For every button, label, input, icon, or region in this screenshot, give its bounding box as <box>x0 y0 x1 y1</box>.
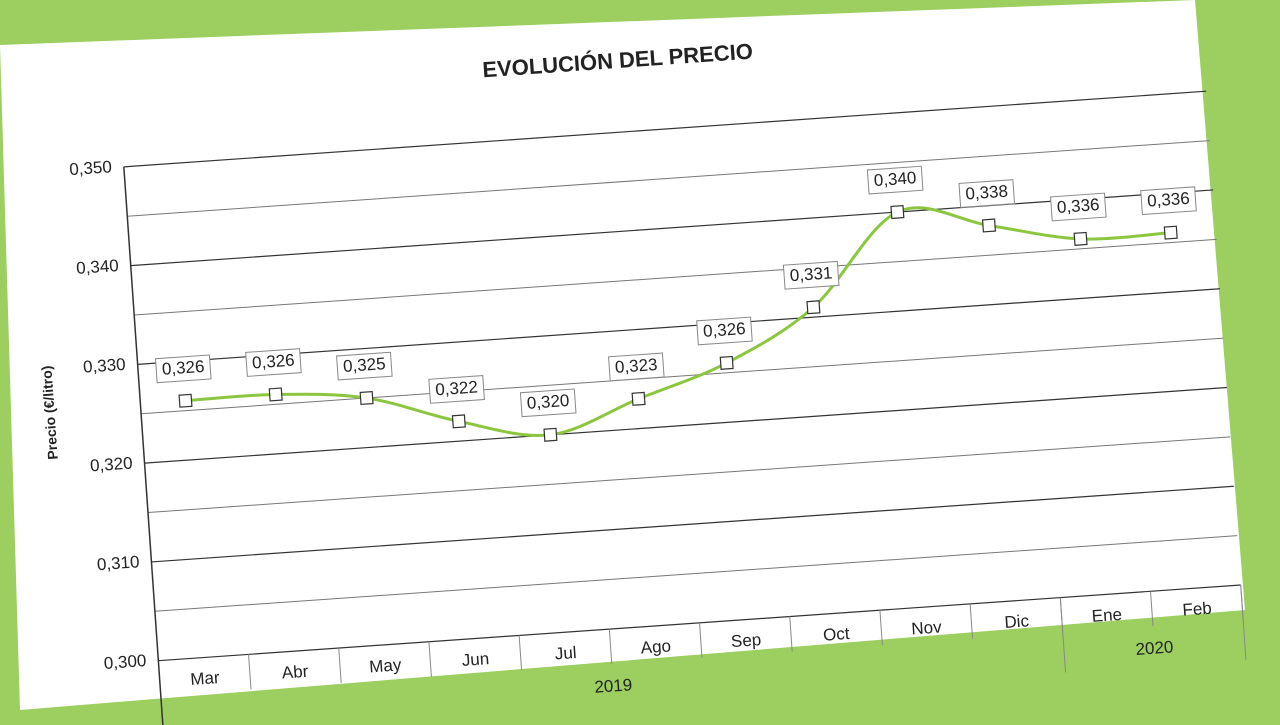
x-tick-label: Sep <box>730 630 762 651</box>
x-tick-label: May <box>369 655 403 676</box>
y-axis <box>123 166 165 725</box>
x-separator <box>789 616 793 652</box>
x-tick-label: Abr <box>281 662 309 683</box>
marker <box>1163 225 1178 240</box>
marker <box>178 393 193 408</box>
grid-line <box>123 90 1207 168</box>
minor-grid-line <box>141 337 1224 415</box>
y-tick-label: 0,330 <box>82 355 126 377</box>
x-separator <box>338 648 342 684</box>
marker <box>631 391 646 406</box>
value-label: 0,336 <box>1147 189 1191 211</box>
marker <box>806 300 821 315</box>
value-label: 0,322 <box>435 377 479 399</box>
value-label-box <box>866 165 924 195</box>
x-separator <box>248 654 252 690</box>
x-separator <box>1150 591 1154 627</box>
value-label: 0,340 <box>873 168 917 190</box>
group-separator <box>1059 597 1067 673</box>
value-label-box <box>154 354 212 384</box>
value-label-box <box>428 375 485 404</box>
minor-grid-line <box>134 238 1217 316</box>
group-label: 2019 <box>594 675 633 697</box>
x-tick-label: Mar <box>190 668 221 689</box>
marker <box>268 387 283 402</box>
y-tick-label: 0,320 <box>89 454 133 476</box>
x-tick-label: Feb <box>1182 599 1213 620</box>
value-label: 0,320 <box>526 391 570 413</box>
marker <box>981 218 997 233</box>
value-label-box <box>519 388 577 418</box>
x-tick-label: Ago <box>640 636 672 657</box>
x-tick-label: Nov <box>911 617 943 638</box>
x-separator <box>608 629 613 665</box>
value-label: 0,326 <box>702 319 746 341</box>
value-label-box <box>696 316 753 346</box>
value-label-box <box>608 352 665 382</box>
marker <box>359 390 374 406</box>
value-label-box <box>1140 186 1197 216</box>
group-label: 2020 <box>1135 637 1174 659</box>
minor-grid-line <box>127 140 1210 217</box>
value-label: 0,323 <box>614 355 658 377</box>
x-tick-label: Jun <box>461 649 490 670</box>
marker <box>543 427 558 442</box>
paper <box>0 0 1245 710</box>
x-tick-label: Oct <box>822 624 850 645</box>
x-separator <box>518 635 523 671</box>
grid-line <box>137 288 1221 365</box>
value-label: 0,325 <box>342 354 386 376</box>
value-label: 0,326 <box>252 351 296 373</box>
x-tick-label: Jul <box>554 643 577 663</box>
x-separator <box>428 641 432 677</box>
grid-line <box>144 386 1227 464</box>
value-label-box <box>245 348 302 377</box>
marker <box>719 355 734 370</box>
value-label: 0,336 <box>1056 195 1100 217</box>
value-label: 0,326 <box>161 357 205 379</box>
value-label: 0,338 <box>965 182 1009 204</box>
minor-grid-line <box>147 436 1231 514</box>
x-separator <box>879 610 883 646</box>
x-separator <box>699 622 703 658</box>
marker <box>1073 231 1088 246</box>
chart-body: EVOLUCIÓN DEL PRECIO Precio (€/litro) 0,… <box>38 39 1247 725</box>
value-label-box <box>1050 192 1107 222</box>
value-label: 0,331 <box>789 263 833 285</box>
y-tick-label: 0,310 <box>96 552 140 574</box>
group-separator <box>1240 584 1247 660</box>
grid-line <box>151 485 1234 563</box>
value-label-box <box>336 351 393 381</box>
y-axis-title: Precio (€/litro) <box>38 365 61 460</box>
x-separator <box>969 603 974 639</box>
grid-line <box>130 189 1214 267</box>
value-label-box <box>782 260 840 290</box>
x-tick-label: Ene <box>1091 605 1123 626</box>
x-tick-label: Dic <box>1004 611 1030 632</box>
marker <box>890 204 905 220</box>
value-label-box <box>958 179 1016 208</box>
marker <box>451 414 466 429</box>
y-tick-label: 0,300 <box>103 651 147 673</box>
y-tick-label: 0,340 <box>76 256 120 278</box>
y-tick-label: 0,350 <box>69 157 113 179</box>
minor-grid-line <box>154 535 1238 612</box>
